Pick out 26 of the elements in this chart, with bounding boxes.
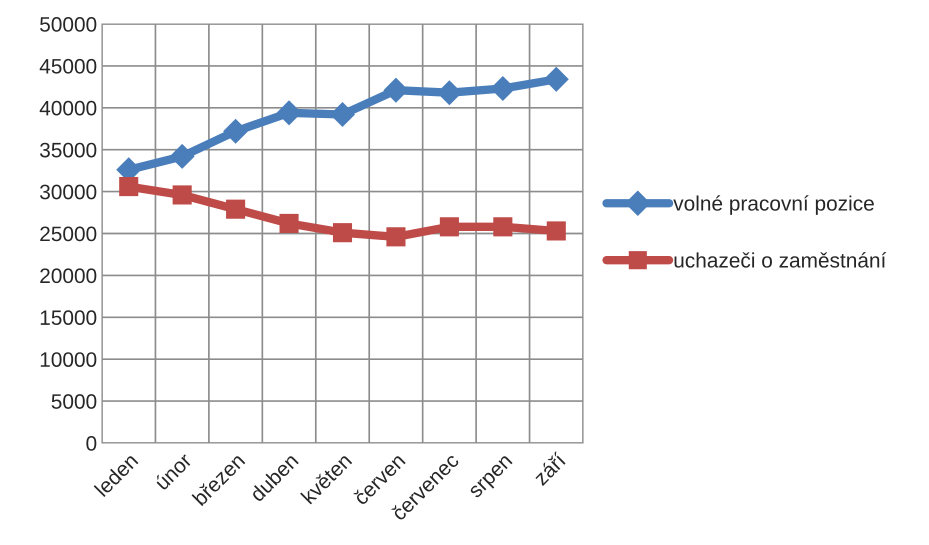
point	[172, 185, 192, 204]
point	[280, 214, 299, 233]
y-tick-label: 20000	[40, 268, 96, 284]
y-tick-label: 40000	[40, 100, 96, 116]
point	[440, 217, 459, 236]
point	[223, 118, 248, 144]
point	[226, 200, 246, 219]
y-tick-label: 50000	[40, 17, 96, 32]
y-tick-label: 45000	[40, 58, 96, 74]
y-tick-label: 25000	[40, 226, 96, 242]
point	[119, 177, 138, 196]
y-tick-label: 10000	[40, 352, 96, 367]
point	[546, 221, 566, 241]
point	[386, 227, 406, 246]
y-tick-label: 15000	[40, 310, 96, 326]
point	[493, 217, 512, 236]
point	[332, 223, 352, 242]
legend-label: uchazeči o zaměstnání	[674, 252, 886, 268]
x-tick-label: září	[532, 451, 568, 486]
legend-label: volné pracovní pozice	[673, 195, 874, 215]
point	[170, 144, 194, 169]
y-tick-label: 35000	[40, 142, 96, 158]
x-tick-label: únor	[154, 451, 193, 491]
y-tick-label: 5000	[52, 394, 96, 409]
y-tick-label: 30000	[40, 184, 96, 200]
y-tick-label: 0	[86, 436, 96, 451]
